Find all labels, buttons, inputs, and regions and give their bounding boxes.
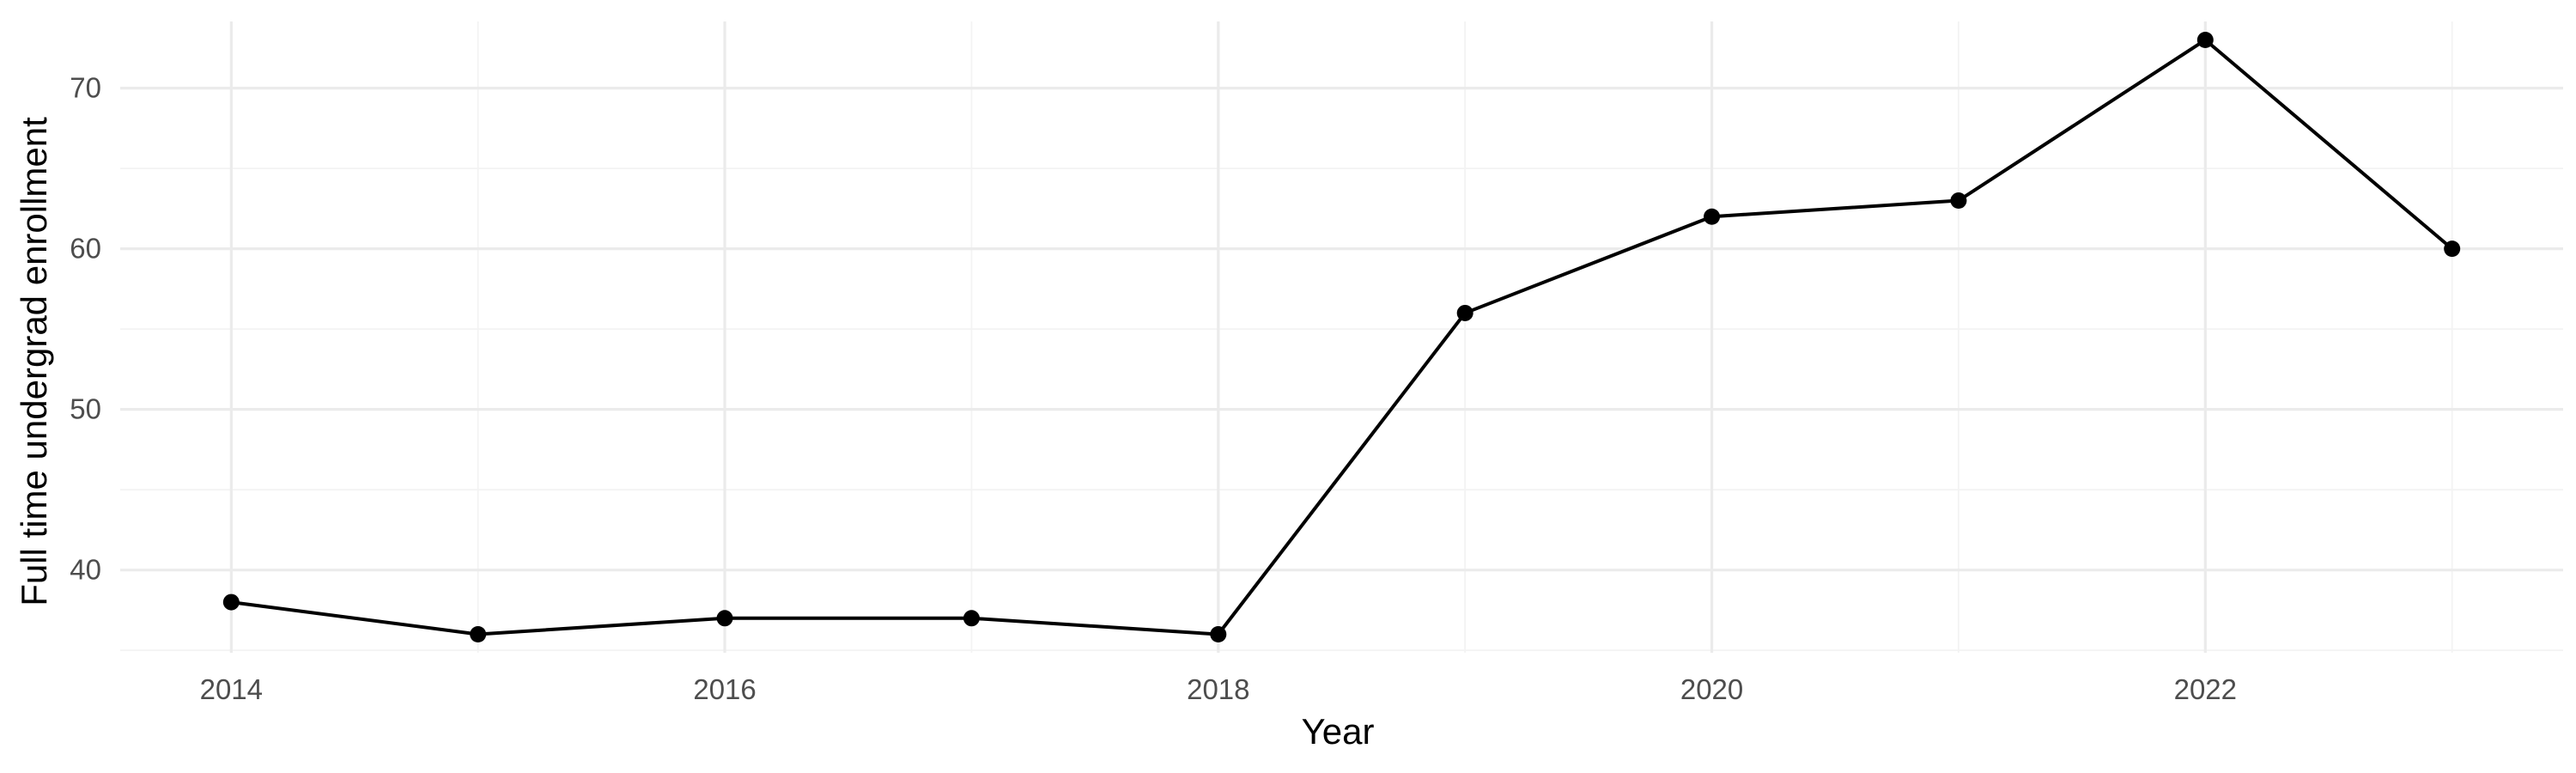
x-tick-label: 2014: [200, 673, 263, 705]
data-point: [2444, 240, 2461, 258]
data-point: [963, 610, 980, 627]
x-axis-title: Year: [1302, 711, 1375, 752]
y-tick-label: 70: [70, 72, 101, 104]
major-gridlines: [120, 21, 2563, 653]
data-point: [1704, 208, 1721, 225]
x-tick-label: 2022: [2174, 673, 2237, 705]
x-tick-label: 2018: [1187, 673, 1249, 705]
minor-gridlines: [120, 21, 2563, 653]
data-point: [1210, 625, 1227, 642]
y-tick-label: 50: [70, 393, 101, 425]
data-point: [222, 593, 240, 611]
y-tick-label: 40: [70, 554, 101, 586]
series-line: [229, 38, 2454, 636]
data-point: [2196, 32, 2214, 49]
y-tick-label: 60: [70, 233, 101, 265]
x-tick-label: 2016: [693, 673, 756, 705]
data-point: [716, 610, 733, 627]
data-series: [222, 32, 2461, 642]
y-axis-title: Full time undergrad enrollment: [14, 117, 54, 606]
data-point: [1456, 304, 1473, 321]
x-axis-tick-labels: 2014 2016 2018 2020 2022: [200, 673, 2237, 705]
x-tick-label: 2020: [1680, 673, 1743, 705]
data-point: [470, 625, 487, 642]
data-point: [1950, 192, 1967, 210]
y-axis-tick-labels: 40 50 60 70: [70, 72, 101, 586]
